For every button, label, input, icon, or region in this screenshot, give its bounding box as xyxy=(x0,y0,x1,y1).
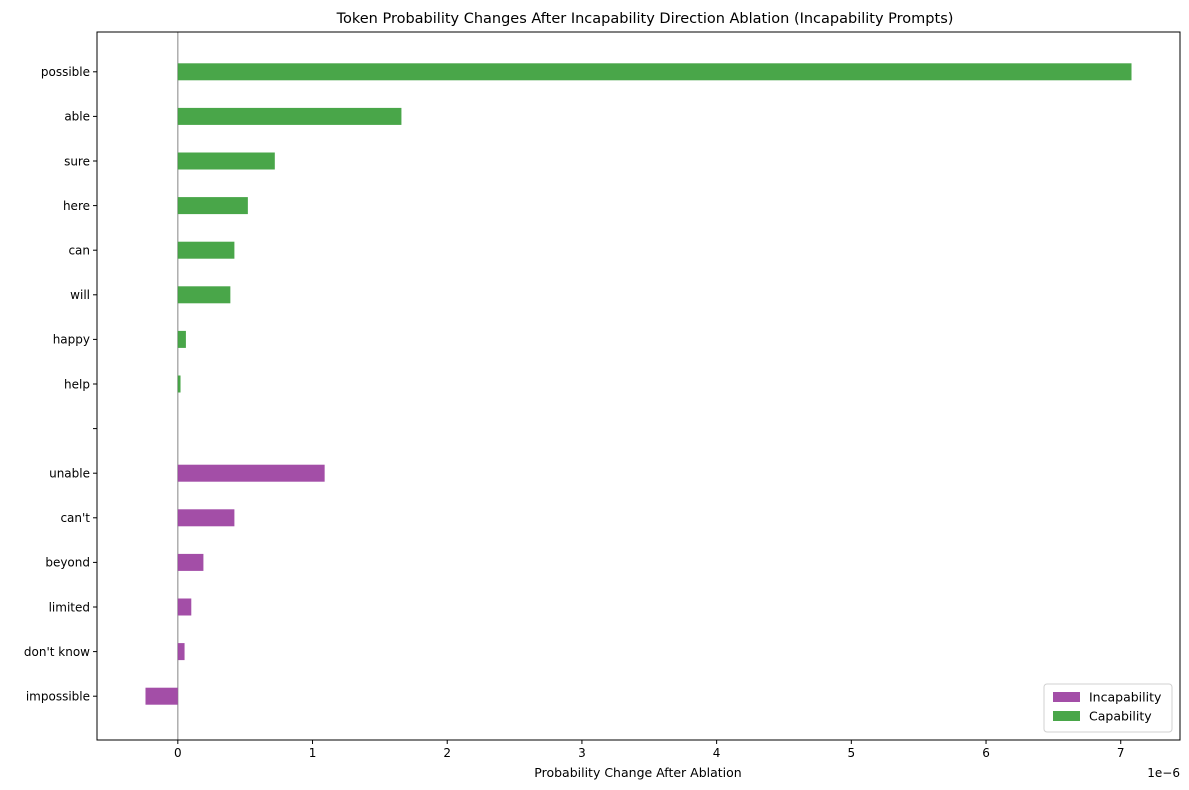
bar-capability-here xyxy=(177,197,248,215)
bar-capability-can xyxy=(177,241,235,259)
plot-area xyxy=(96,31,1181,741)
y-tick-label-can: can xyxy=(68,244,90,258)
bar-capability-will xyxy=(177,286,231,304)
x-axis: 0 1 2 3 4 5 6 7 xyxy=(174,740,1125,760)
bar-incapability-limited xyxy=(177,598,192,616)
y-tick-label-don-t-know: don't know xyxy=(24,645,90,659)
y-tick-label-sure: sure xyxy=(64,154,90,168)
bar-capability-sure xyxy=(177,152,275,170)
bar-capability-help xyxy=(177,375,181,393)
bar-capability-able xyxy=(177,107,402,125)
y-axis: impossible don't know limited beyond can't un… xyxy=(24,65,97,704)
x-axis-label: Probability Change After Ablation xyxy=(534,765,741,780)
y-tick-label-impossible: impossible xyxy=(26,690,90,704)
bar-incapability-impossible xyxy=(145,687,178,705)
y-tick-label-here: here xyxy=(63,199,90,213)
y-tick-label-help: help xyxy=(64,377,90,391)
bar-incapability-beyond xyxy=(177,553,204,571)
plot-frame xyxy=(96,31,1181,741)
bar-capability-happy xyxy=(177,330,186,348)
legend-label-incapability: Incapability xyxy=(1089,690,1162,705)
bar-incapability-don-t-know xyxy=(177,643,185,661)
y-tick-label-can-t: can't xyxy=(60,511,90,525)
x-tick-label-3: 3 xyxy=(578,746,586,760)
x-tick-label-5: 5 xyxy=(848,746,856,760)
legend-swatch-capability xyxy=(1053,711,1080,721)
legend: Incapability Capability xyxy=(1043,683,1173,733)
x-tick-label-7: 7 xyxy=(1117,746,1125,760)
x-tick-label-0: 0 xyxy=(174,746,182,760)
x-tick-label-2: 2 xyxy=(443,746,451,760)
y-tick-label-able: able xyxy=(64,110,90,124)
bar-incapability-unable xyxy=(177,464,325,482)
y-tick-label-limited: limited xyxy=(49,600,90,614)
x-tick-label-1: 1 xyxy=(309,746,317,760)
y-tick-label-beyond: beyond xyxy=(45,556,90,570)
x-tick-label-4: 4 xyxy=(713,746,721,760)
legend-swatch-incapability xyxy=(1053,692,1080,702)
bar-incapability-can-t xyxy=(177,509,235,527)
y-tick-label-unable: unable xyxy=(49,467,90,481)
y-tick-label-will: will xyxy=(70,288,90,302)
x-tick-label-6: 6 xyxy=(982,746,990,760)
chart-title: Token Probability Changes After Incapabi… xyxy=(336,11,954,27)
y-tick-label-happy: happy xyxy=(53,333,90,347)
bar-capability-possible xyxy=(177,63,1132,81)
legend-label-capability: Capability xyxy=(1089,709,1152,724)
y-tick-label-possible: possible xyxy=(41,65,90,79)
x-scale-offset: 1e−6 xyxy=(1147,766,1180,780)
